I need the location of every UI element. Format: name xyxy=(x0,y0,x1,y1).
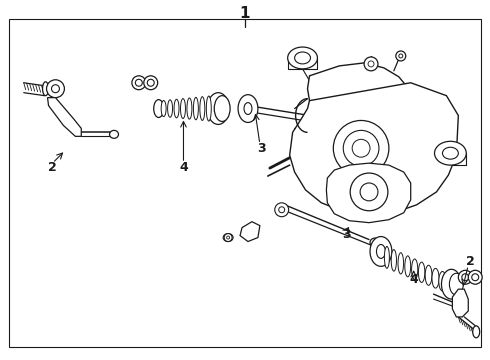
Polygon shape xyxy=(48,98,81,136)
Ellipse shape xyxy=(398,253,404,274)
Circle shape xyxy=(364,57,378,71)
Circle shape xyxy=(317,113,326,123)
Circle shape xyxy=(377,238,387,247)
Polygon shape xyxy=(240,222,260,242)
Circle shape xyxy=(47,80,64,98)
Ellipse shape xyxy=(180,99,185,118)
Ellipse shape xyxy=(376,244,386,258)
Ellipse shape xyxy=(244,103,252,114)
Ellipse shape xyxy=(223,234,233,242)
Circle shape xyxy=(352,139,370,157)
Ellipse shape xyxy=(405,256,411,277)
Ellipse shape xyxy=(288,47,318,69)
Circle shape xyxy=(147,79,154,86)
Text: 2: 2 xyxy=(48,161,57,174)
Text: 3: 3 xyxy=(342,228,350,241)
Circle shape xyxy=(135,79,142,86)
Text: 1: 1 xyxy=(240,6,250,21)
Circle shape xyxy=(319,116,324,121)
Circle shape xyxy=(275,203,289,217)
Ellipse shape xyxy=(214,96,230,121)
Polygon shape xyxy=(326,163,411,223)
Circle shape xyxy=(462,274,469,281)
Ellipse shape xyxy=(425,265,432,285)
Ellipse shape xyxy=(43,82,49,96)
Circle shape xyxy=(330,125,344,139)
Circle shape xyxy=(472,274,479,281)
Ellipse shape xyxy=(391,249,396,271)
Ellipse shape xyxy=(418,262,425,283)
Circle shape xyxy=(343,130,379,166)
Polygon shape xyxy=(452,289,468,317)
Ellipse shape xyxy=(161,100,166,117)
Ellipse shape xyxy=(238,95,258,122)
Ellipse shape xyxy=(449,273,464,295)
Ellipse shape xyxy=(194,97,198,120)
Circle shape xyxy=(350,173,388,211)
Ellipse shape xyxy=(412,259,418,280)
Text: 3: 3 xyxy=(258,142,266,155)
Polygon shape xyxy=(308,63,411,133)
Ellipse shape xyxy=(370,237,392,266)
Ellipse shape xyxy=(110,130,119,138)
Ellipse shape xyxy=(174,99,179,118)
Circle shape xyxy=(399,54,403,58)
Ellipse shape xyxy=(370,238,380,247)
Circle shape xyxy=(360,183,378,201)
Circle shape xyxy=(227,236,230,239)
Ellipse shape xyxy=(385,247,390,268)
Ellipse shape xyxy=(187,98,192,119)
Ellipse shape xyxy=(294,52,311,64)
Circle shape xyxy=(132,76,146,90)
Ellipse shape xyxy=(432,268,439,288)
Ellipse shape xyxy=(200,97,205,121)
Ellipse shape xyxy=(207,93,229,125)
Circle shape xyxy=(224,234,232,242)
Ellipse shape xyxy=(441,269,461,299)
Ellipse shape xyxy=(308,114,318,123)
Ellipse shape xyxy=(442,147,458,159)
Ellipse shape xyxy=(206,96,211,121)
Ellipse shape xyxy=(435,141,466,165)
Circle shape xyxy=(51,85,59,93)
Circle shape xyxy=(380,240,384,244)
Circle shape xyxy=(458,270,472,284)
Circle shape xyxy=(334,129,340,135)
Ellipse shape xyxy=(154,100,164,117)
Ellipse shape xyxy=(439,271,446,291)
Circle shape xyxy=(396,51,406,61)
Ellipse shape xyxy=(473,326,480,338)
Polygon shape xyxy=(290,83,458,215)
Circle shape xyxy=(144,76,158,90)
Circle shape xyxy=(468,270,482,284)
Text: 4: 4 xyxy=(179,161,188,174)
Ellipse shape xyxy=(168,100,172,117)
Circle shape xyxy=(333,121,389,176)
Text: 4: 4 xyxy=(409,273,418,286)
Text: 2: 2 xyxy=(466,255,475,268)
Circle shape xyxy=(279,207,285,213)
